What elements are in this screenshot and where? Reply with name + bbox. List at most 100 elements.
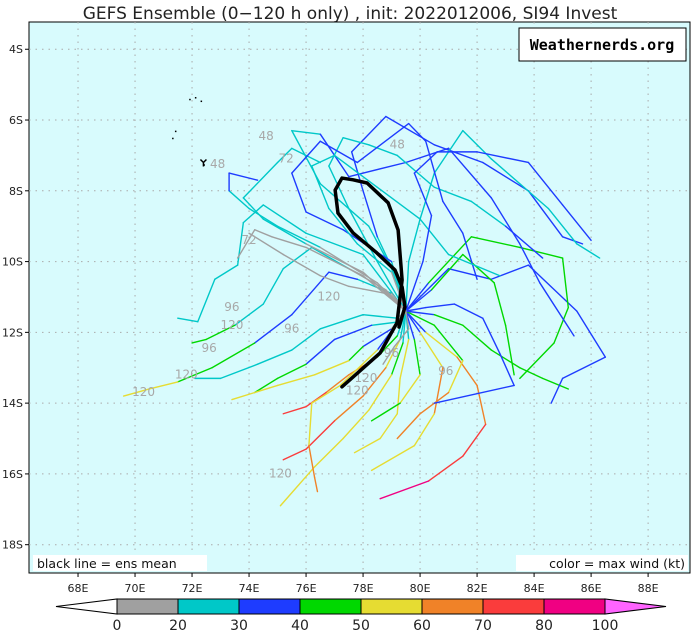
member-track-segment	[122, 388, 150, 397]
member-track-segment	[405, 147, 450, 164]
chart-title: GEFS Ensemble (0−120 h only) , init: 202…	[83, 4, 618, 24]
member-track-segment	[276, 147, 293, 164]
member-track-segment	[353, 437, 381, 454]
member-track-segment	[282, 253, 322, 277]
watermark: Weathernerds.org	[530, 36, 675, 54]
colorbar-bin	[238, 598, 301, 615]
x-tick-label: 72E	[182, 582, 203, 595]
member-track-segment	[462, 324, 493, 351]
member-track-segment	[348, 285, 387, 295]
member-track-segment	[276, 363, 307, 380]
member-track-segment	[256, 349, 293, 365]
member-track-segment	[462, 232, 478, 280]
member-track-segment	[236, 221, 245, 266]
member-track-segment	[413, 151, 438, 174]
member-track-segment	[519, 246, 564, 259]
x-tick-label: 68E	[68, 582, 89, 595]
member-track-segment	[396, 377, 401, 415]
member-track-segment	[402, 310, 407, 344]
member-track-segment	[311, 154, 336, 167]
x-tick-label: 70E	[125, 582, 146, 595]
member-track-segment	[313, 476, 319, 493]
x-tick-label: 78E	[353, 582, 374, 595]
member-track-segment	[433, 144, 484, 164]
member-track-segment	[219, 363, 259, 380]
member-track-segment	[405, 310, 436, 326]
member-track-segment	[308, 444, 316, 479]
map-background	[28, 21, 691, 574]
member-track-segment	[419, 331, 444, 369]
member-track-segment	[519, 243, 541, 284]
member-track-segment	[561, 356, 607, 380]
member-track-segment	[291, 140, 322, 174]
colorbar-label: 20	[169, 618, 187, 633]
member-track-segment	[313, 359, 350, 376]
member-track-segment	[339, 349, 379, 387]
member-track-segment	[442, 200, 464, 234]
member-track-segment	[419, 267, 450, 298]
member-track-segment	[148, 381, 179, 390]
member-track-segment	[433, 313, 464, 326]
member-track-segment	[328, 271, 359, 280]
colorbar-bin	[360, 598, 423, 615]
member-track-segment	[305, 211, 344, 231]
forecast-hour-label: 120	[354, 371, 377, 385]
member-track-segment	[362, 367, 387, 397]
member-track-segment	[527, 190, 564, 238]
colorbar-bin	[299, 598, 362, 615]
member-track-segment	[242, 204, 265, 224]
member-track-segment	[319, 313, 364, 330]
member-track-segment	[333, 324, 373, 341]
member-track-segment	[242, 161, 279, 199]
member-track-segment	[279, 466, 316, 507]
member-track-segment	[328, 207, 359, 245]
member-track-segment	[576, 310, 607, 358]
member-track-segment	[382, 345, 396, 365]
member-track-segment	[262, 218, 307, 245]
legend-left-bg	[33, 555, 207, 571]
member-track-segment	[248, 232, 284, 256]
member-track-segment	[214, 264, 239, 280]
grid-lines	[29, 22, 690, 573]
member-track-segment	[305, 391, 327, 408]
member-track-segment	[519, 342, 555, 380]
member-track-segment	[385, 338, 401, 369]
member-track-segment	[376, 186, 421, 220]
x-tick-label: 74E	[239, 582, 260, 595]
y-tick-label: 14S	[2, 397, 23, 410]
member-track-segment	[291, 129, 322, 135]
y-tick-label: 12S	[2, 326, 23, 339]
watermark-box	[518, 27, 687, 62]
forecast-hour-label: 120	[175, 367, 198, 381]
member-track-segment	[482, 317, 501, 355]
islands	[172, 97, 207, 167]
member-track-segment	[405, 306, 427, 312]
member-track-segment	[399, 374, 421, 404]
member-track-segment	[390, 342, 404, 376]
member-track-segment	[433, 367, 444, 415]
member-track-segment	[305, 243, 364, 273]
member-track-segment	[356, 122, 410, 164]
colorbar-bin	[543, 598, 606, 615]
member-track-segment	[561, 236, 584, 245]
member-track-segment	[313, 437, 344, 468]
forecast-hour-label: 72	[241, 233, 256, 247]
member-track-segment	[276, 225, 322, 249]
member-track-segment	[231, 384, 279, 401]
colorbar-bin	[421, 598, 484, 615]
member-track-segment	[234, 303, 265, 326]
member-track-segment	[254, 229, 273, 238]
forecast-hour-label: 120	[317, 290, 340, 304]
x-tick-label: 88E	[638, 582, 659, 595]
member-track-segment	[385, 115, 436, 146]
member-track-segment	[348, 345, 364, 362]
member-track-segment	[433, 186, 473, 203]
member-track-segment	[561, 257, 569, 309]
forecast-hour-label: 72	[278, 151, 293, 165]
member-track-segment	[490, 197, 521, 245]
island-mark	[200, 100, 203, 103]
legend-ens-mean: black line = ens mean	[37, 556, 177, 571]
member-track-segment	[425, 140, 444, 203]
member-track-segment	[550, 377, 564, 404]
